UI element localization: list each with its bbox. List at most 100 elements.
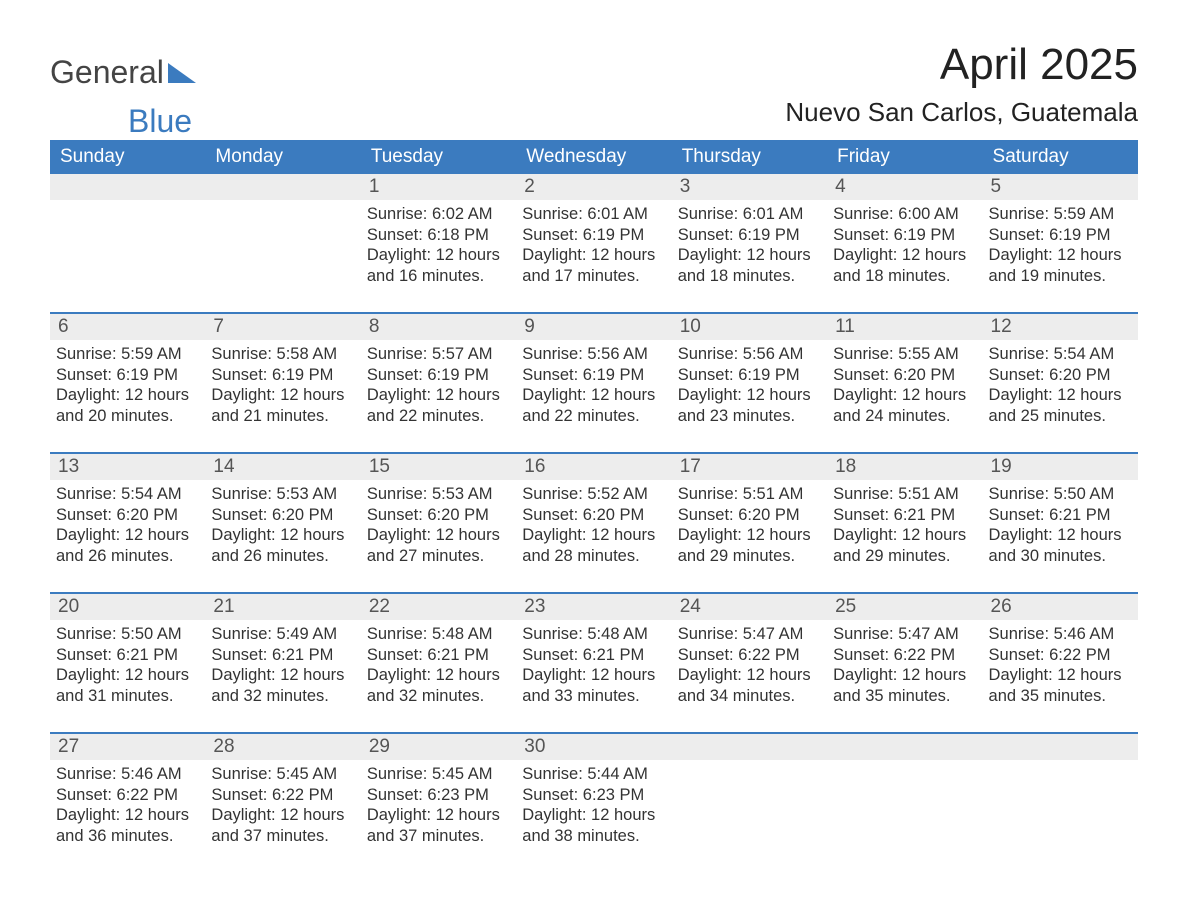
sunrise-text: Sunrise: 5:54 AM bbox=[989, 344, 1132, 365]
daylight-text: Daylight: 12 hours and 35 minutes. bbox=[833, 665, 976, 706]
calendar-day-cell: 25Sunrise: 5:47 AMSunset: 6:22 PMDayligh… bbox=[827, 594, 982, 714]
sunrise-text: Sunrise: 5:45 AM bbox=[211, 764, 354, 785]
day-data: Sunrise: 5:59 AMSunset: 6:19 PMDaylight:… bbox=[983, 200, 1138, 287]
day-number: 5 bbox=[983, 174, 1138, 200]
day-number: 6 bbox=[50, 314, 205, 340]
day-data: Sunrise: 5:49 AMSunset: 6:21 PMDaylight:… bbox=[205, 620, 360, 707]
calendar-day-cell: 11Sunrise: 5:55 AMSunset: 6:20 PMDayligh… bbox=[827, 314, 982, 434]
day-number: 1 bbox=[361, 174, 516, 200]
header-row: General April 2025 bbox=[50, 40, 1138, 91]
page-subtitle: Nuevo San Carlos, Guatemala bbox=[785, 97, 1138, 128]
sunrise-text: Sunrise: 5:48 AM bbox=[367, 624, 510, 645]
calendar-day-cell: 23 Sunrise: 5:48 AMSunset: 6:21 PMDayligh… bbox=[516, 594, 671, 714]
day-number: 12 bbox=[983, 314, 1138, 340]
day-number: 29 bbox=[361, 734, 516, 760]
day-data: Sunrise: 5:51 AMSunset: 6:20 PMDaylight:… bbox=[672, 480, 827, 567]
day-data: Sunrise: 5:54 AMSunset: 6:20 PMDaylight:… bbox=[50, 480, 205, 567]
day-data: Sunrise: 6:01 AMSunset: 6:19 PMDaylight:… bbox=[516, 200, 671, 287]
day-number: 30 bbox=[516, 734, 671, 760]
sunrise-text: Sunrise: 5:51 AM bbox=[833, 484, 976, 505]
calendar-day-cell: 14Sunrise: 5:53 AMSunset: 6:20 PMDayligh… bbox=[205, 454, 360, 574]
calendar-day-cell: 19Sunrise: 5:50 AMSunset: 6:21 PMDayligh… bbox=[983, 454, 1138, 574]
daylight-text: Daylight: 12 hours and 17 minutes. bbox=[522, 245, 665, 286]
calendar: SundayMondayTuesdayWednesdayThursdayFrid… bbox=[50, 140, 1138, 854]
sunrise-text: Sunrise: 5:46 AM bbox=[56, 764, 199, 785]
day-number: 23 bbox=[516, 594, 671, 620]
sunset-text: Sunset: 6:20 PM bbox=[211, 505, 354, 526]
day-number: 16 bbox=[516, 454, 671, 480]
day-number: 22 bbox=[361, 594, 516, 620]
day-data: Sunrise: 5:46 AMSunset: 6:22 PMDaylight:… bbox=[50, 760, 205, 847]
day-header: Wednesday bbox=[516, 140, 671, 174]
day-number: 11 bbox=[827, 314, 982, 340]
calendar-day-cell: 3Sunrise: 6:01 AMSunset: 6:19 PMDaylight… bbox=[672, 174, 827, 294]
sunset-text: Sunset: 6:23 PM bbox=[522, 785, 665, 806]
calendar-day-cell: 30Sunrise: 5:44 AMSunset: 6:23 PMDayligh… bbox=[516, 734, 671, 854]
sunset-text: Sunset: 6:23 PM bbox=[367, 785, 510, 806]
sunrise-text: Sunrise: 6:01 AM bbox=[522, 204, 665, 225]
day-number: 17 bbox=[672, 454, 827, 480]
calendar-day-cell: 28Sunrise: 5:45 AMSunset: 6:22 PMDayligh… bbox=[205, 734, 360, 854]
sunrise-text: Sunrise: 5:48 AM bbox=[522, 624, 665, 645]
calendar-week-row: 1Sunrise: 6:02 AMSunset: 6:18 PMDaylight… bbox=[50, 174, 1138, 294]
day-number: 15 bbox=[361, 454, 516, 480]
calendar-day-cell bbox=[827, 734, 982, 854]
day-number: 20 bbox=[50, 594, 205, 620]
calendar-day-cell: 2Sunrise: 6:01 AMSunset: 6:19 PMDaylight… bbox=[516, 174, 671, 294]
day-number: 4 bbox=[827, 174, 982, 200]
logo-text-1: General bbox=[50, 54, 164, 91]
sunset-text: Sunset: 6:21 PM bbox=[989, 505, 1132, 526]
sunrise-text: Sunrise: 5:54 AM bbox=[56, 484, 199, 505]
calendar-day-cell: 17Sunrise: 5:51 AMSunset: 6:20 PMDayligh… bbox=[672, 454, 827, 574]
logo: General bbox=[50, 40, 198, 91]
sunrise-text: Sunrise: 5:45 AM bbox=[367, 764, 510, 785]
daylight-text: Daylight: 12 hours and 37 minutes. bbox=[367, 805, 510, 846]
day-number: 25 bbox=[827, 594, 982, 620]
day-header: Tuesday bbox=[361, 140, 516, 174]
calendar-day-cell: 26Sunrise: 5:46 AMSunset: 6:22 PMDayligh… bbox=[983, 594, 1138, 714]
daylight-text: Daylight: 12 hours and 25 minutes. bbox=[989, 385, 1132, 426]
calendar-day-cell: 22Sunrise: 5:48 AMSunset: 6:21 PMDayligh… bbox=[361, 594, 516, 714]
daylight-text: Daylight: 12 hours and 30 minutes. bbox=[989, 525, 1132, 566]
sunrise-text: Sunrise: 5:59 AM bbox=[989, 204, 1132, 225]
calendar-day-cell: 1Sunrise: 6:02 AMSunset: 6:18 PMDaylight… bbox=[361, 174, 516, 294]
daylight-text: Daylight: 12 hours and 18 minutes. bbox=[833, 245, 976, 286]
calendar-day-cell: 18Sunrise: 5:51 AMSunset: 6:21 PMDayligh… bbox=[827, 454, 982, 574]
sunset-text: Sunset: 6:19 PM bbox=[56, 365, 199, 386]
day-data: Sunrise: 5:53 AMSunset: 6:20 PMDaylight:… bbox=[205, 480, 360, 567]
day-data: Sunrise: 5:48 AMSunset: 6:21 PMDaylight:… bbox=[361, 620, 516, 707]
sunrise-text: Sunrise: 6:01 AM bbox=[678, 204, 821, 225]
day-data: Sunrise: 5:50 AMSunset: 6:21 PMDaylight:… bbox=[983, 480, 1138, 567]
logo-triangle-icon bbox=[168, 54, 196, 91]
sunset-text: Sunset: 6:21 PM bbox=[522, 645, 665, 666]
calendar-week-row: 6Sunrise: 5:59 AMSunset: 6:19 PMDaylight… bbox=[50, 312, 1138, 434]
calendar-day-cell: 8Sunrise: 5:57 AMSunset: 6:19 PMDaylight… bbox=[361, 314, 516, 434]
day-number: 18 bbox=[827, 454, 982, 480]
day-header-row: SundayMondayTuesdayWednesdayThursdayFrid… bbox=[50, 140, 1138, 174]
daylight-text: Daylight: 12 hours and 23 minutes. bbox=[678, 385, 821, 426]
daylight-text: Daylight: 12 hours and 32 minutes. bbox=[211, 665, 354, 706]
sunrise-text: Sunrise: 5:57 AM bbox=[367, 344, 510, 365]
daylight-text: Daylight: 12 hours and 38 minutes. bbox=[522, 805, 665, 846]
calendar-day-cell: 12Sunrise: 5:54 AMSunset: 6:20 PMDayligh… bbox=[983, 314, 1138, 434]
day-data: Sunrise: 5:47 AMSunset: 6:22 PMDaylight:… bbox=[827, 620, 982, 707]
day-number bbox=[205, 174, 360, 200]
day-number: 24 bbox=[672, 594, 827, 620]
daylight-text: Daylight: 12 hours and 31 minutes. bbox=[56, 665, 199, 706]
day-data: Sunrise: 5:45 AMSunset: 6:22 PMDaylight:… bbox=[205, 760, 360, 847]
daylight-text: Daylight: 12 hours and 36 minutes. bbox=[56, 805, 199, 846]
calendar-week-row: 27Sunrise: 5:46 AMSunset: 6:22 PMDayligh… bbox=[50, 732, 1138, 854]
calendar-day-cell: 5Sunrise: 5:59 AMSunset: 6:19 PMDaylight… bbox=[983, 174, 1138, 294]
day-number: 3 bbox=[672, 174, 827, 200]
day-data: Sunrise: 5:45 AMSunset: 6:23 PMDaylight:… bbox=[361, 760, 516, 847]
daylight-text: Daylight: 12 hours and 29 minutes. bbox=[833, 525, 976, 566]
daylight-text: Daylight: 12 hours and 33 minutes. bbox=[522, 665, 665, 706]
day-data: Sunrise: 5:59 AMSunset: 6:19 PMDaylight:… bbox=[50, 340, 205, 427]
sunset-text: Sunset: 6:19 PM bbox=[833, 225, 976, 246]
daylight-text: Daylight: 12 hours and 16 minutes. bbox=[367, 245, 510, 286]
sunrise-text: Sunrise: 5:51 AM bbox=[678, 484, 821, 505]
sunrise-text: Sunrise: 5:50 AM bbox=[989, 484, 1132, 505]
day-header: Friday bbox=[827, 140, 982, 174]
day-number: 7 bbox=[205, 314, 360, 340]
sunrise-text: Sunrise: 6:02 AM bbox=[367, 204, 510, 225]
